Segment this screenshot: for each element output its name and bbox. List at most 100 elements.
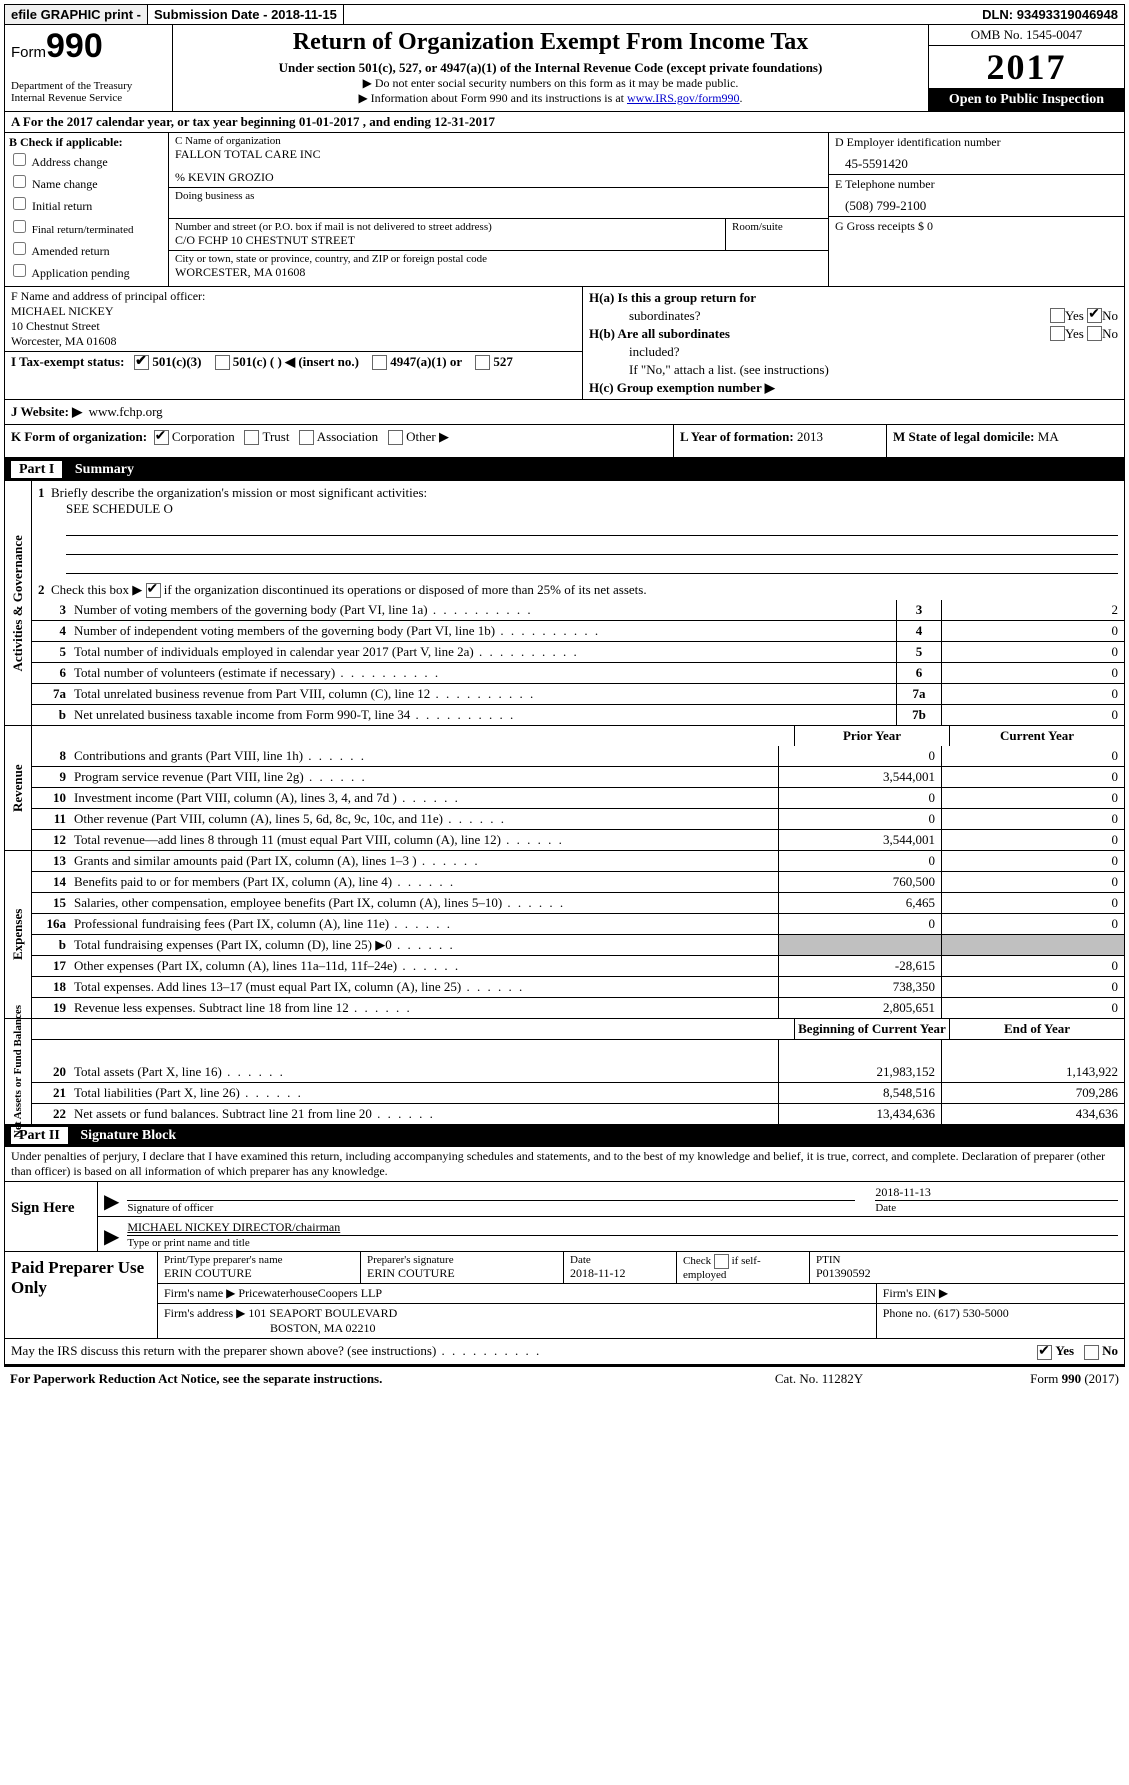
street-address: C/O FCHP 10 CHESTNUT STREET [175, 233, 719, 248]
mission-text: SEE SCHEDULE O [66, 501, 173, 516]
table-row: 12Total revenue—add lines 8 through 11 (… [32, 829, 1124, 850]
gross-receipts: 0 [927, 219, 933, 233]
initial-return-checkbox[interactable] [13, 197, 26, 210]
hb-no-checkbox[interactable] [1087, 326, 1102, 341]
table-row: 10Investment income (Part VIII, column (… [32, 787, 1124, 808]
firm-name: PricewaterhouseCoopers LLP [238, 1286, 382, 1300]
table-row: 6Total number of volunteers (estimate if… [32, 662, 1124, 683]
firm-phone: (617) 530-5000 [934, 1306, 1009, 1320]
4947-checkbox[interactable] [372, 355, 387, 370]
table-row: 19Revenue less expenses. Subtract line 1… [32, 997, 1124, 1018]
table-row: bTotal fundraising expenses (Part IX, co… [32, 934, 1124, 955]
checkbox-column: B Check if applicable: Address change Na… [5, 133, 169, 286]
side-label-rev: Revenue [5, 726, 31, 850]
dln: DLN: 93493319046948 [976, 5, 1124, 24]
side-label-exp: Expenses [5, 851, 31, 1018]
omb-number: OMB No. 1545-0047 [929, 25, 1124, 46]
discuss-no-checkbox[interactable] [1084, 1345, 1099, 1360]
preparer-name: ERIN COUTURE [164, 1266, 354, 1281]
efile-label: efile GRAPHIC print - [5, 5, 148, 24]
org-name: FALLON TOTAL CARE INC [175, 147, 822, 162]
side-label-ag: Activities & Governance [5, 481, 31, 726]
form-number-block: Form990 Department of the Treasury Inter… [5, 25, 173, 111]
website-row: J Website: ▶ www.fchp.org [5, 400, 1124, 425]
prior-year-header: Prior Year [794, 726, 949, 746]
firm-ein: Firm's EIN ▶ [877, 1284, 1124, 1303]
side-label-net: Net Assets or Fund Balances [5, 1019, 31, 1124]
page-footer: For Paperwork Reduction Act Notice, see … [4, 1365, 1125, 1387]
revenue-block: Revenue Prior Year Current Year 8Contrib… [4, 726, 1125, 851]
discuss-yes-checkbox[interactable] [1037, 1345, 1052, 1360]
table-row: bNet unrelated business taxable income f… [32, 704, 1124, 725]
ptin: P01390592 [816, 1266, 1118, 1281]
table-row: 9Program service revenue (Part VIII, lin… [32, 766, 1124, 787]
application-pending-checkbox[interactable] [13, 264, 26, 277]
preparer-signature: ERIN COUTURE [367, 1266, 557, 1281]
entity-section: A For the 2017 calendar year, or tax yea… [4, 112, 1125, 459]
501c-checkbox[interactable] [215, 355, 230, 370]
form-title-block: Return of Organization Exempt From Incom… [173, 25, 929, 111]
final-return-checkbox[interactable] [13, 220, 26, 233]
omb-year-block: OMB No. 1545-0047 2017 Open to Public In… [929, 25, 1124, 111]
ha-yes-checkbox[interactable] [1050, 308, 1065, 323]
arrow-icon: ▶ [104, 1189, 119, 1214]
table-row: 13Grants and similar amounts paid (Part … [32, 851, 1124, 871]
table-row: 17Other expenses (Part IX, column (A), l… [32, 955, 1124, 976]
tax-year-line: A For the 2017 calendar year, or tax yea… [5, 112, 1124, 133]
telephone: (508) 799-2100 [835, 198, 1118, 214]
preparer-date: 2018-11-12 [570, 1266, 670, 1281]
ha-no-checkbox[interactable] [1087, 308, 1102, 323]
trust-checkbox[interactable] [244, 430, 259, 445]
tax-year: 2017 [929, 46, 1124, 89]
table-row: 14Benefits paid to or for members (Part … [32, 871, 1124, 892]
officer-name-title: MICHAEL NICKEY DIRECTOR/chairman [127, 1220, 1118, 1235]
signature-officer-field: Signature of officer [127, 1200, 855, 1214]
submission-date: Submission Date - 2018-11-15 [148, 5, 344, 24]
table-row: 5Total number of individuals employed in… [32, 641, 1124, 662]
treasury-label: Department of the Treasury Internal Reve… [11, 80, 166, 104]
association-checkbox[interactable] [299, 430, 314, 445]
table-row: 8Contributions and grants (Part VIII, li… [32, 746, 1124, 766]
current-year-header: Current Year [949, 726, 1124, 746]
table-row: 16aProfessional fundraising fees (Part I… [32, 913, 1124, 934]
discontinued-checkbox[interactable] [146, 583, 161, 598]
eoy-header: End of Year [949, 1019, 1124, 1039]
open-inspection: Open to Public Inspection [929, 89, 1124, 111]
table-row: 3Number of voting members of the governi… [32, 600, 1124, 620]
activities-governance-block: Activities & Governance 1 Briefly descri… [4, 481, 1125, 727]
care-of: % KEVIN GROZIO [175, 170, 822, 185]
form-title: Return of Organization Exempt From Incom… [183, 29, 918, 56]
city-state-zip: WORCESTER, MA 01608 [175, 265, 822, 280]
table-row: 15Salaries, other compensation, employee… [32, 892, 1124, 913]
table-row: 21Total liabilities (Part X, line 26)8,5… [32, 1082, 1124, 1103]
table-row: 7aTotal unrelated business revenue from … [32, 683, 1124, 704]
table-row: 4Number of independent voting members of… [32, 620, 1124, 641]
address-change-checkbox[interactable] [13, 153, 26, 166]
ein: 45-5591420 [835, 156, 1118, 172]
amended-return-checkbox[interactable] [13, 242, 26, 255]
tax-exempt-status: I Tax-exempt status: 501(c)(3) 501(c) ( … [5, 352, 582, 373]
form-page-label: Form 990 (2017) [919, 1371, 1119, 1387]
527-checkbox[interactable] [475, 355, 490, 370]
form-of-org: K Form of organization: Corporation Trus… [5, 425, 674, 457]
corporation-checkbox[interactable] [154, 430, 169, 445]
top-bar: efile GRAPHIC print - Submission Date - … [4, 4, 1125, 25]
year-formation: L Year of formation: 2013 [674, 425, 887, 457]
self-employed-checkbox[interactable] [714, 1254, 729, 1269]
part1-header: Part I Summary [4, 459, 1125, 481]
expenses-block: Expenses 13Grants and similar amounts pa… [4, 851, 1125, 1019]
state-domicile: M State of legal domicile: MA [887, 425, 1124, 457]
sign-here-label: Sign Here [5, 1182, 98, 1251]
discuss-question: May the IRS discuss this return with the… [11, 1343, 1037, 1360]
website-url: www.fchp.org [89, 404, 163, 419]
irs-link[interactable]: www.IRS.gov/form990 [627, 91, 740, 105]
table-row: 11Other revenue (Part VIII, column (A), … [32, 808, 1124, 829]
group-return-block: H(a) Is this a group return for subordin… [583, 287, 1124, 399]
other-checkbox[interactable] [388, 430, 403, 445]
501c3-checkbox[interactable] [134, 355, 149, 370]
hb-yes-checkbox[interactable] [1050, 326, 1065, 341]
boy-header: Beginning of Current Year [794, 1019, 949, 1039]
table-row: 22Net assets or fund balances. Subtract … [32, 1103, 1124, 1124]
table-row: 20Total assets (Part X, line 16)21,983,1… [32, 1062, 1124, 1082]
name-change-checkbox[interactable] [13, 175, 26, 188]
